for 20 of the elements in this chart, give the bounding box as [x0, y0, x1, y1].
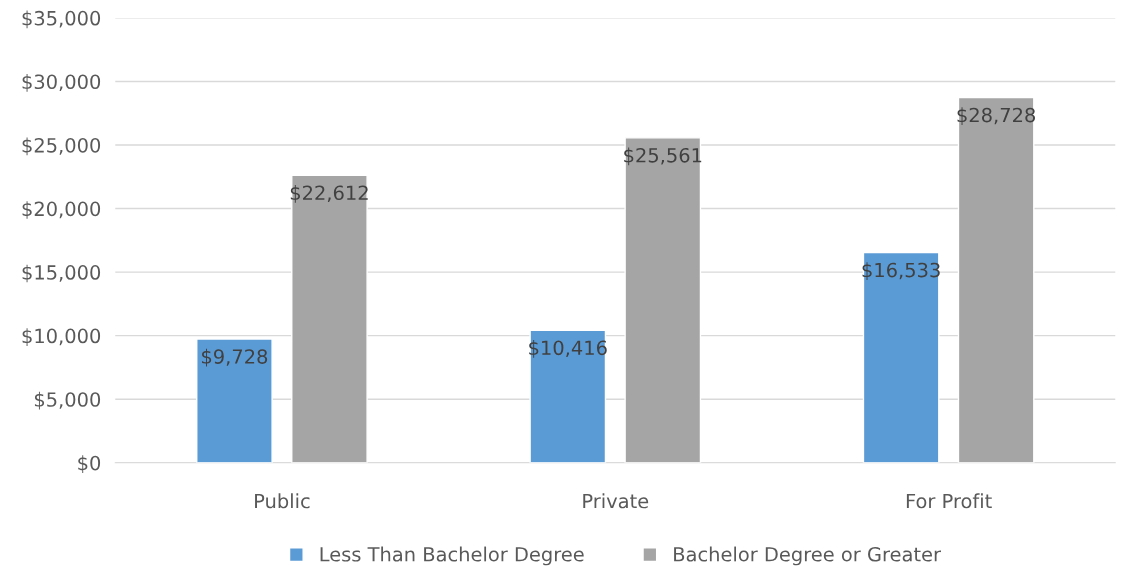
bar — [624, 137, 702, 463]
y-tick-label: $0 — [78, 455, 101, 473]
x-tick-label: Private — [583, 493, 649, 509]
data-label: $9,728 — [202, 348, 268, 367]
y-tick-label: $10,000 — [22, 328, 101, 346]
bar — [291, 174, 368, 463]
y-tick-label: $5,000 — [34, 391, 101, 410]
bar — [957, 96, 1035, 463]
x-tick-label: For Profit — [906, 493, 992, 509]
y-tick-label: $25,000 — [22, 137, 101, 156]
legend-label: Less Than Bachelor Degree — [320, 546, 584, 566]
x-tick-label: Public — [255, 493, 310, 509]
y-tick-label: $15,000 — [22, 264, 101, 283]
bar — [529, 329, 607, 463]
bar — [862, 251, 940, 463]
y-tick-label: $30,000 — [22, 74, 101, 92]
legend-label: Bachelor Degree or Greater — [674, 546, 942, 566]
y-tick-label: $35,000 — [22, 10, 101, 29]
y-tick-label: $20,000 — [22, 201, 101, 219]
bar — [196, 338, 273, 463]
